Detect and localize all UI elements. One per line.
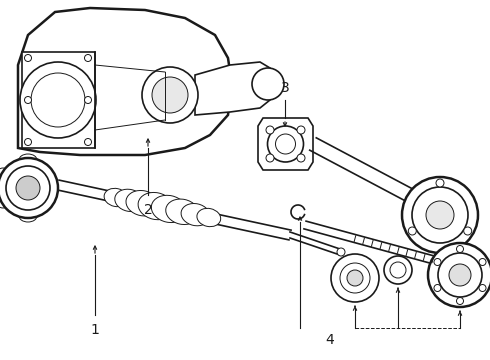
Circle shape xyxy=(434,258,441,266)
Ellipse shape xyxy=(197,208,220,227)
Circle shape xyxy=(438,253,482,297)
Circle shape xyxy=(449,264,471,286)
Circle shape xyxy=(402,177,478,253)
Circle shape xyxy=(24,54,31,62)
Circle shape xyxy=(6,166,50,210)
Circle shape xyxy=(142,67,198,123)
Ellipse shape xyxy=(181,203,210,226)
Text: 1: 1 xyxy=(91,323,99,337)
Circle shape xyxy=(337,248,345,256)
Circle shape xyxy=(479,284,486,292)
Ellipse shape xyxy=(166,199,199,225)
Circle shape xyxy=(479,258,486,266)
Circle shape xyxy=(434,284,441,292)
Ellipse shape xyxy=(115,189,144,211)
Circle shape xyxy=(252,68,284,100)
Circle shape xyxy=(266,154,274,162)
Circle shape xyxy=(384,256,412,284)
Ellipse shape xyxy=(0,168,9,178)
Circle shape xyxy=(31,73,85,127)
Circle shape xyxy=(457,297,464,305)
Polygon shape xyxy=(258,118,313,170)
Circle shape xyxy=(84,139,92,145)
Circle shape xyxy=(275,134,295,154)
Circle shape xyxy=(266,126,274,134)
Circle shape xyxy=(24,96,31,104)
Circle shape xyxy=(297,154,305,162)
Ellipse shape xyxy=(138,193,173,220)
Ellipse shape xyxy=(104,188,128,207)
Circle shape xyxy=(436,179,444,187)
Polygon shape xyxy=(195,62,270,115)
Polygon shape xyxy=(18,8,232,155)
Circle shape xyxy=(152,77,188,113)
Circle shape xyxy=(464,227,472,235)
Ellipse shape xyxy=(151,195,187,222)
Circle shape xyxy=(24,139,31,145)
Circle shape xyxy=(340,263,370,293)
Circle shape xyxy=(457,246,464,252)
Ellipse shape xyxy=(19,154,37,166)
Text: 2: 2 xyxy=(144,203,152,217)
Ellipse shape xyxy=(0,198,9,208)
Ellipse shape xyxy=(126,190,159,216)
Text: 4: 4 xyxy=(326,333,334,347)
Circle shape xyxy=(408,227,416,235)
Circle shape xyxy=(84,54,92,62)
Circle shape xyxy=(347,270,363,286)
Polygon shape xyxy=(22,52,95,148)
Ellipse shape xyxy=(19,210,37,222)
Circle shape xyxy=(84,96,92,104)
Text: 3: 3 xyxy=(281,81,290,95)
Circle shape xyxy=(297,126,305,134)
Circle shape xyxy=(20,62,96,138)
Circle shape xyxy=(331,254,379,302)
Circle shape xyxy=(0,158,58,218)
Circle shape xyxy=(16,176,40,200)
Circle shape xyxy=(426,201,454,229)
Circle shape xyxy=(268,126,303,162)
Circle shape xyxy=(428,243,490,307)
Circle shape xyxy=(390,262,406,278)
Circle shape xyxy=(412,187,468,243)
